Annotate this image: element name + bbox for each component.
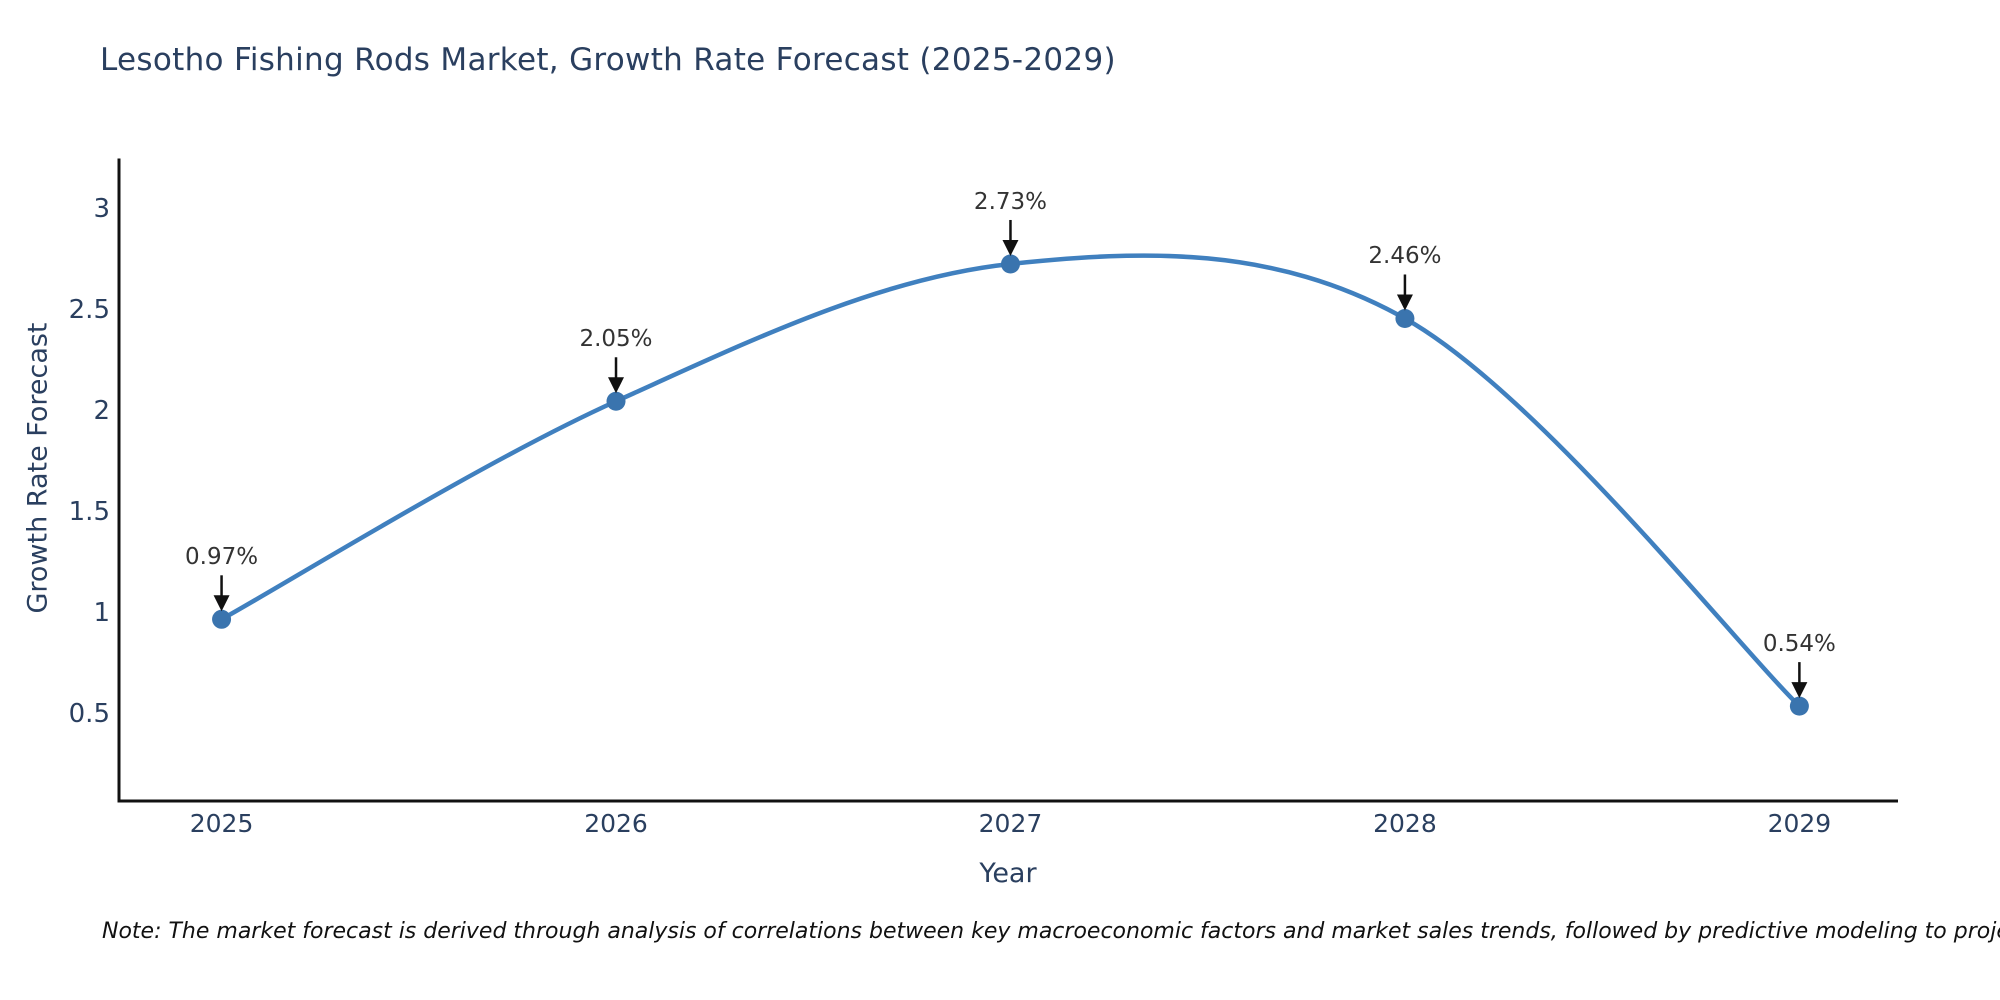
chart-title: Lesotho Fishing Rods Market, Growth Rate…	[100, 42, 1116, 78]
data-point-marker	[1395, 308, 1415, 328]
x-axis-title: Year	[979, 858, 1037, 889]
annotation-arrowhead	[1791, 682, 1808, 699]
data-point-marker	[1000, 254, 1020, 274]
data-point-marker	[212, 609, 232, 629]
annotation-arrowhead	[213, 595, 230, 612]
annotation-arrowhead	[1002, 239, 1019, 256]
data-point-marker	[606, 391, 626, 411]
annotation-arrowhead	[608, 377, 625, 394]
forecast-line	[219, 253, 1802, 709]
data-point-marker	[1789, 696, 1809, 716]
footnote: Note: The market forecast is derived thr…	[102, 919, 2000, 944]
annotation-arrowhead	[1396, 294, 1413, 311]
